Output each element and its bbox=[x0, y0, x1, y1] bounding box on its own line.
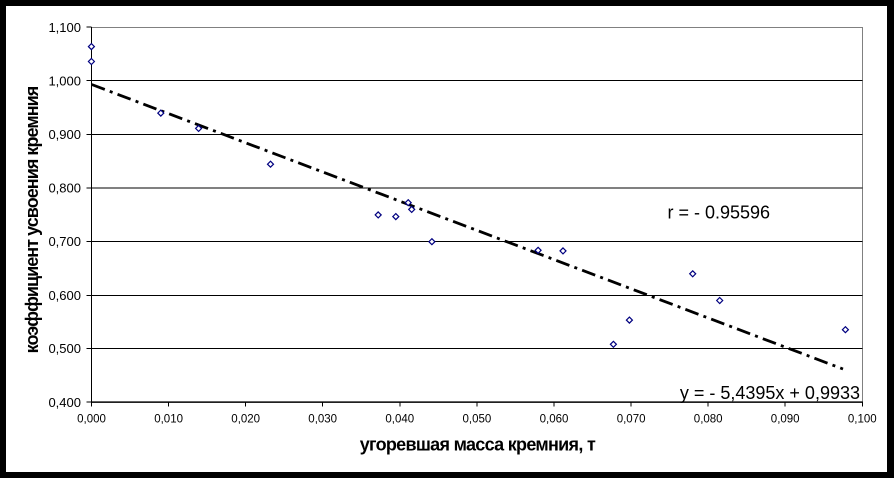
svg-text:0,000: 0,000 bbox=[77, 413, 106, 425]
svg-text:0,040: 0,040 bbox=[385, 413, 414, 425]
svg-text:0,100: 0,100 bbox=[848, 413, 877, 425]
svg-text:0,010: 0,010 bbox=[154, 413, 183, 425]
svg-text:0,600: 0,600 bbox=[48, 288, 81, 303]
svg-text:r = - 0.95596: r = - 0.95596 bbox=[668, 203, 771, 223]
svg-text:0,030: 0,030 bbox=[308, 413, 337, 425]
svg-text:0,090: 0,090 bbox=[771, 413, 800, 425]
svg-text:0,050: 0,050 bbox=[463, 413, 492, 425]
svg-text:0,900: 0,900 bbox=[48, 127, 81, 142]
svg-text:0,060: 0,060 bbox=[540, 413, 569, 425]
svg-text:коэффициент усвоения кремния: коэффициент усвоения кремния bbox=[22, 86, 42, 353]
svg-text:0,700: 0,700 bbox=[48, 234, 81, 249]
svg-text:1,000: 1,000 bbox=[48, 74, 81, 89]
svg-text:0,070: 0,070 bbox=[617, 413, 646, 425]
svg-text:0,020: 0,020 bbox=[231, 413, 260, 425]
svg-text:y = - 5,4395x + 0,9933: y = - 5,4395x + 0,9933 bbox=[680, 383, 860, 403]
svg-text:1,100: 1,100 bbox=[48, 20, 81, 35]
svg-text:0,400: 0,400 bbox=[48, 395, 81, 410]
svg-text:0,800: 0,800 bbox=[48, 181, 81, 196]
svg-text:0,080: 0,080 bbox=[694, 413, 723, 425]
svg-text:0,500: 0,500 bbox=[48, 341, 81, 356]
svg-text:угоревшая масса кремния, т: угоревшая масса кремния, т bbox=[360, 435, 596, 455]
